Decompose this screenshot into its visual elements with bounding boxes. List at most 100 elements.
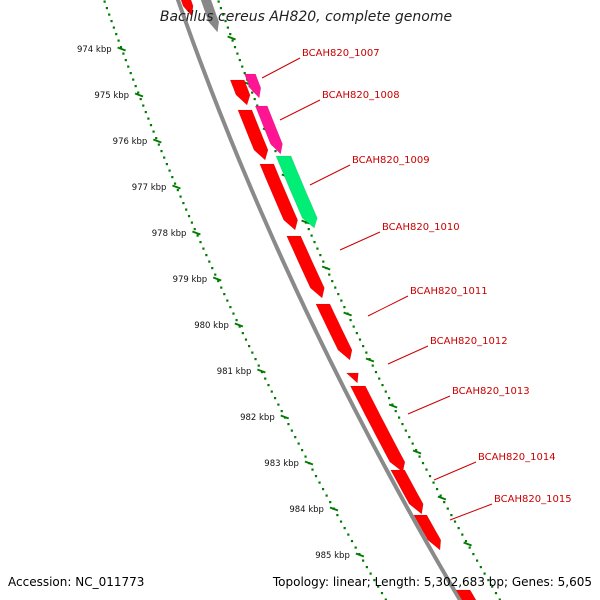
ruler-dots-left xyxy=(147,117,150,120)
ruler-dots-left xyxy=(336,514,339,517)
ruler-dots-left xyxy=(362,559,365,562)
ruler-dots-left xyxy=(168,169,171,172)
ruler-dots-right xyxy=(371,364,374,367)
kbp-label: 983 kbp xyxy=(264,459,299,469)
ruler-dots-left xyxy=(343,527,346,530)
ruler-dots-left xyxy=(294,436,297,439)
ruler-dots-left xyxy=(122,52,125,55)
ruler-dots-right xyxy=(461,533,464,536)
ruler-dots-left xyxy=(241,332,244,335)
ruler-dots-right xyxy=(256,104,259,107)
kbp-tick xyxy=(304,460,314,466)
ruler-dots-right xyxy=(322,260,325,263)
kbp-tick xyxy=(192,230,201,236)
gene-label-bcah820-1009[interactable]: BCAH820_1009 xyxy=(352,155,430,166)
ruler-dots-right xyxy=(428,475,432,478)
ruler-dots-right xyxy=(443,501,446,504)
ruler-dots-right xyxy=(397,416,401,419)
kbp-label: 974 kbp xyxy=(77,45,112,55)
ruler-tick-right xyxy=(321,265,331,271)
ruler-dots-left xyxy=(273,397,277,400)
kbp-tick xyxy=(257,368,266,374)
gene-leader-line xyxy=(367,295,409,317)
kbp-tick xyxy=(355,552,365,558)
ruler-dots-right xyxy=(307,228,310,231)
ruler-dots-left xyxy=(163,156,166,159)
gene-features-layer xyxy=(180,0,477,600)
ruler-dots-left xyxy=(329,501,332,504)
ruler-dots-right xyxy=(337,293,340,296)
genome-title: Bacillus cereus AH820, complete genome xyxy=(159,9,453,25)
gene-label-bcah820-1014[interactable]: BCAH820_1014 xyxy=(478,452,556,463)
gene-label-bcah820-1007[interactable]: BCAH820_1007 xyxy=(302,48,380,59)
ruler-dots-left xyxy=(267,384,270,387)
ruler-dots-right xyxy=(365,351,368,354)
ruler-dots-right xyxy=(435,488,439,491)
gene-label-bcah820-1012[interactable]: BCAH820_1012 xyxy=(430,336,508,347)
ruler-dots-left xyxy=(202,247,205,250)
ruler-dots-left xyxy=(211,267,214,270)
ruler-dots-left xyxy=(311,468,314,471)
gene-leader-line xyxy=(339,231,381,251)
ruler-dots-left xyxy=(179,195,182,198)
ruler-dots-left xyxy=(182,202,185,205)
ruler-dots-left xyxy=(232,312,235,315)
ruler-dots-left xyxy=(304,455,307,458)
ruler-dots-right xyxy=(222,13,225,16)
kbp-label: 982 kbp xyxy=(240,413,275,423)
kbp-label: 980 kbp xyxy=(194,321,229,331)
ruler-dots-right xyxy=(355,332,358,335)
ruler-dots-left xyxy=(144,111,147,114)
ruler-dots-right xyxy=(418,455,421,458)
gene-leader-line xyxy=(387,345,429,365)
ruler-dots-right xyxy=(421,462,425,465)
ruler-dots-right xyxy=(457,527,460,530)
ruler-dots-left xyxy=(244,338,248,341)
genome-backbone-layer xyxy=(175,0,463,600)
gene-label-bcah820-1013[interactable]: BCAH820_1013 xyxy=(452,386,530,397)
ruler-dots-right xyxy=(374,371,378,374)
gene-label-bcah820-1015[interactable]: BCAH820_1015 xyxy=(494,494,572,505)
ruler-dots-right xyxy=(316,247,319,250)
ruler-dots-left xyxy=(139,98,142,101)
gene-arrow xyxy=(229,79,251,106)
kbp-tick xyxy=(172,184,181,190)
gene-label-bcah820-1010[interactable]: BCAH820_1010 xyxy=(382,222,460,233)
kbp-label: 976 kbp xyxy=(113,137,148,147)
ruler-dots-left xyxy=(119,46,123,49)
gene-arrow xyxy=(315,303,353,361)
ruler-dots-right xyxy=(425,468,428,471)
kbp-label: 978 kbp xyxy=(152,229,187,239)
kbp-tick xyxy=(280,414,290,420)
ruler-dots-right xyxy=(378,377,381,380)
ruler-dots-right xyxy=(468,546,471,549)
ruler-dots-right xyxy=(381,384,384,387)
ruler-tick-right xyxy=(301,219,310,225)
ruler-dots-right xyxy=(476,559,479,562)
ruler-dots-left xyxy=(103,0,106,3)
ruler-dots-left xyxy=(157,143,160,146)
ruler-dots-left xyxy=(190,221,193,224)
ruler-tick-right xyxy=(437,495,447,501)
gene-arrow xyxy=(390,469,424,515)
kbp-label: 975 kbp xyxy=(94,91,129,101)
ruler-tick-right xyxy=(343,311,352,317)
ruler-dots-right xyxy=(243,72,246,75)
ruler-dots-left xyxy=(257,364,260,367)
ruler-dots-left xyxy=(223,293,226,296)
ruler-dots-left xyxy=(377,585,380,588)
ruler-dots-left xyxy=(108,13,111,16)
ruler-dots-left xyxy=(365,566,368,569)
ruler-dots-left xyxy=(297,442,300,445)
ruler-dots-right xyxy=(453,520,457,523)
ruler-dots-left xyxy=(193,228,196,231)
ruler-dots-right xyxy=(253,98,256,101)
ruler-tick-right xyxy=(388,403,398,409)
ruler-dots-left xyxy=(248,345,251,348)
ruler-dots-right xyxy=(411,442,414,445)
ruler-dots-left xyxy=(129,72,132,75)
ruler-dots-right xyxy=(439,494,442,497)
gene-label-bcah820-1008[interactable]: BCAH820_1008 xyxy=(322,90,400,101)
kbp-tick xyxy=(134,92,144,98)
gene-label-bcah820-1011[interactable]: BCAH820_1011 xyxy=(410,286,488,297)
